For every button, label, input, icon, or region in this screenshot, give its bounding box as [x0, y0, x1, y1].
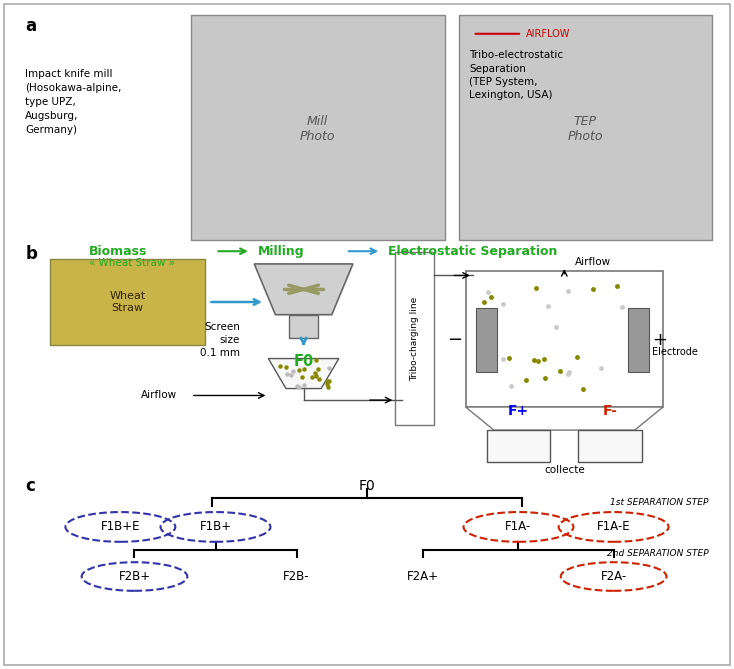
Bar — [50, 260, 205, 345]
Bar — [459, 15, 712, 240]
Text: collecte: collecte — [544, 465, 585, 475]
Text: Tribo-electrostatic
Separation
(TEP System,
Lexington, USA): Tribo-electrostatic Separation (TEP Syst… — [469, 50, 563, 100]
Text: TEP
Photo: TEP Photo — [567, 115, 603, 142]
Bar — [191, 15, 445, 240]
Text: Electrode: Electrode — [653, 347, 698, 357]
Text: 2nd SEPARATION STEP: 2nd SEPARATION STEP — [607, 549, 709, 558]
Text: Impact knife mill
(Hosokawa-alpine,
type UPZ,
Augsburg,
Germany): Impact knife mill (Hosokawa-alpine, type… — [25, 70, 122, 135]
Text: F1A-: F1A- — [506, 520, 531, 533]
Text: Screen
size
0.1 mm: Screen size 0.1 mm — [200, 322, 240, 358]
Text: a: a — [25, 17, 37, 35]
Text: −: − — [447, 331, 462, 349]
Bar — [289, 314, 318, 338]
Text: Mill
Photo: Mill Photo — [300, 115, 335, 142]
Text: c: c — [25, 478, 35, 495]
Text: F1B+E: F1B+E — [101, 520, 140, 533]
Text: 1st SEPARATION STEP: 1st SEPARATION STEP — [611, 498, 709, 506]
Bar — [628, 308, 649, 373]
Text: Tribo-charging line: Tribo-charging line — [410, 297, 419, 381]
Polygon shape — [269, 359, 339, 389]
Text: F2B-: F2B- — [283, 570, 310, 583]
Text: F2A-: F2A- — [600, 570, 627, 583]
Bar — [578, 430, 642, 462]
Text: Airflow: Airflow — [575, 257, 611, 267]
Text: F-: F- — [603, 403, 617, 417]
Text: F0: F0 — [359, 479, 375, 493]
Text: F1B+: F1B+ — [200, 520, 231, 533]
Text: F2B+: F2B+ — [118, 570, 150, 583]
Text: Wheat
Straw: Wheat Straw — [109, 291, 145, 313]
Text: Electrostatic Separation: Electrostatic Separation — [388, 246, 558, 258]
Polygon shape — [254, 264, 353, 314]
Bar — [476, 308, 498, 373]
Text: +: + — [653, 331, 667, 349]
Text: F+: F+ — [508, 403, 529, 417]
Text: Airflow: Airflow — [141, 391, 177, 401]
Text: F1A-E: F1A-E — [597, 520, 631, 533]
Text: Milling: Milling — [258, 246, 305, 258]
Text: AIRFLOW: AIRFLOW — [526, 29, 570, 39]
Bar — [487, 430, 550, 462]
Text: F0: F0 — [294, 354, 313, 369]
Bar — [395, 252, 434, 425]
Text: b: b — [25, 246, 37, 264]
Text: « Wheat Straw »: « Wheat Straw » — [89, 258, 175, 268]
Bar — [465, 271, 663, 407]
Text: F2A+: F2A+ — [407, 570, 440, 583]
Polygon shape — [465, 407, 663, 430]
Text: Biomass: Biomass — [89, 246, 147, 258]
